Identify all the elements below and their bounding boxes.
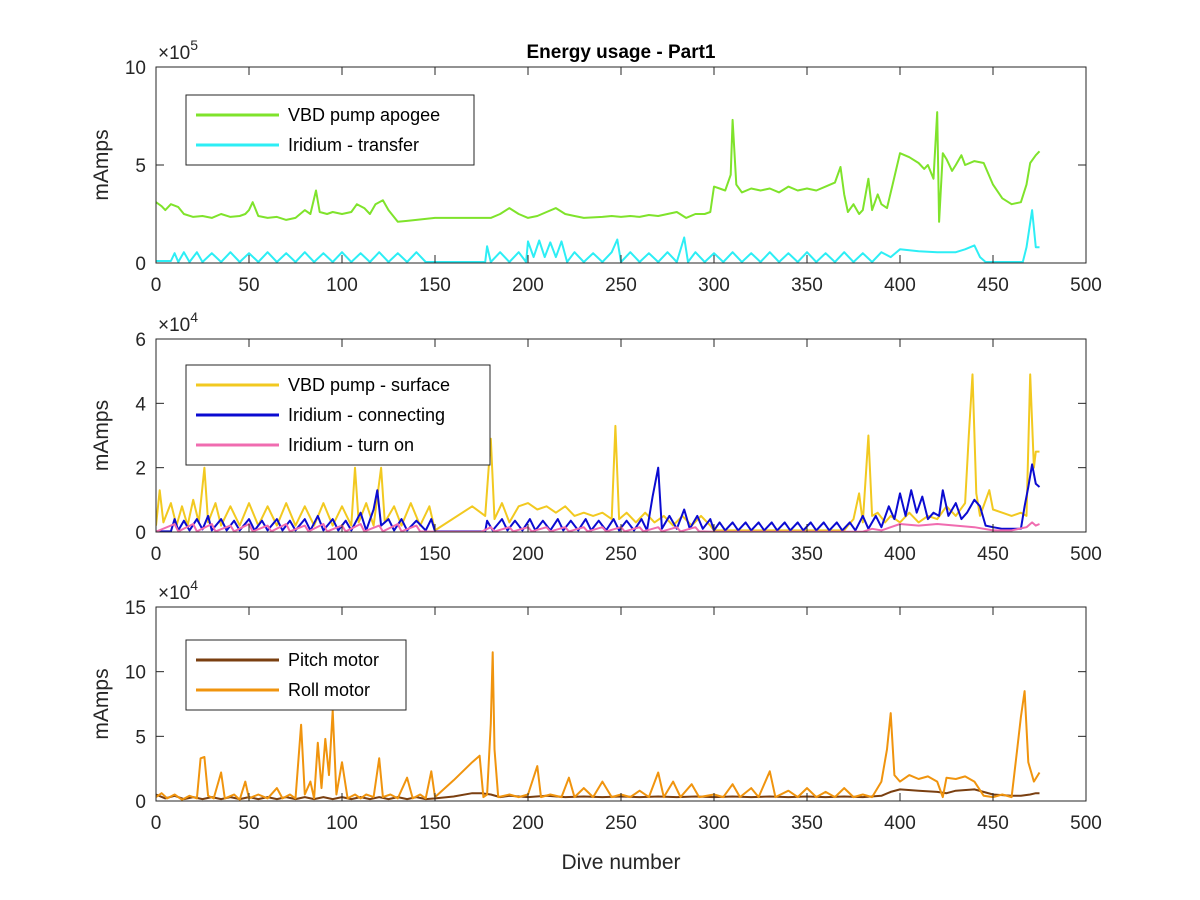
x-tick-label: 450 [977,813,1009,834]
x-tick-label: 100 [326,275,358,296]
legend-entry-label: Iridium - turn on [288,435,414,455]
legend-entry-label: VBD pump - surface [288,375,450,395]
x-tick-label: 150 [419,813,451,834]
x-tick-label: 0 [151,275,162,296]
legend-entry-label: Iridium - transfer [288,135,419,155]
x-tick-label: 350 [791,275,823,296]
series-line-roll-motor [156,651,1041,801]
x-tick-label: 50 [238,544,259,565]
x-tick-label: 250 [605,544,637,565]
x-tick-label: 250 [605,813,637,834]
y-tick-label: 15 [125,598,146,619]
legend-box [185,94,475,166]
y-tick-label: 10 [125,663,146,684]
x-tick-label: 300 [698,275,730,296]
y-axis-label: mAmps [90,400,113,471]
chart-panel-2: 0 50 100 150 200 250 300 350 400 450 500 0 2 4 6 ×104 mA… [90,309,1102,565]
x-tick-label: 500 [1070,544,1102,565]
legend-entry-label: Iridium - connecting [288,405,445,425]
x-tick-label: 250 [605,275,637,296]
x-tick-label: 150 [419,544,451,565]
x-tick-label: 0 [151,813,162,834]
x-tick-label: 500 [1070,813,1102,834]
series-line-pitch-motor [156,788,1040,801]
y-axis-label: mAmps [90,668,113,739]
chart-panel-1: 0 50 100 150 200 250 300 350 400 450 500 0 5 10 ×105 mA… [90,37,1102,296]
y-tick-label: 10 [125,58,146,79]
x-tick-label: 400 [884,813,916,834]
x-axis-label: Dive number [561,851,680,874]
series-line-iridium-turn-on [156,521,1040,532]
y-exponent-label: ×104 [158,309,198,336]
x-tick-label: 350 [791,813,823,834]
x-tick-label: 100 [326,544,358,565]
x-tick-label: 200 [512,813,544,834]
series-line-iridium-transfer [156,209,1040,263]
x-tick-label: 450 [977,275,1009,296]
panels: 0 50 100 150 200 250 300 350 400 450 5000510×105mA… [90,37,1102,874]
x-tick-label: 50 [238,275,259,296]
y-exponent-label: ×104 [158,577,198,604]
chart-panel-3: 0 50 100 150 200 250 300 350 400 450 500 0 5 10 15 ×104… [90,577,1102,874]
x-tick-label: 150 [419,275,451,296]
series-line-vbd-pump-apogee [156,111,1041,223]
legend: Pitch motor Roll motor [185,639,407,711]
x-tick-label: 50 [238,813,259,834]
y-axis-label: mAmps [90,129,113,200]
y-tick-label: 4 [135,394,146,415]
x-tick-label: 500 [1070,275,1102,296]
x-tick-label: 450 [977,544,1009,565]
x-tick-label: 400 [884,275,916,296]
series-line-iridium-connecting [156,463,1041,532]
chart-title: Energy usage - Part1 [526,42,715,63]
legend: VBD pump apogee Iridium - transfer [185,94,475,166]
legend-box [185,639,407,711]
y-tick-label: 5 [135,727,146,748]
y-tick-label: 0 [135,792,146,813]
x-tick-label: 0 [151,544,162,565]
x-tick-label: 300 [698,544,730,565]
y-exponent-label: ×105 [158,37,198,64]
y-tick-label: 2 [135,459,146,480]
x-tick-label: 200 [512,275,544,296]
y-tick-label: 5 [135,156,146,177]
x-tick-label: 100 [326,813,358,834]
y-tick-label: 0 [135,254,146,275]
y-tick-label: 6 [135,330,146,351]
legend-entry-label: Pitch motor [288,650,379,670]
legend-entry-label: VBD pump apogee [288,105,440,125]
y-tick-label: 0 [135,523,146,544]
x-tick-label: 400 [884,544,916,565]
x-tick-label: 300 [698,813,730,834]
legend-entry-label: Roll motor [288,680,370,700]
legend: VBD pump - surface Iridium - connecting Ir… [185,364,491,466]
x-tick-label: 350 [791,544,823,565]
x-tick-label: 200 [512,544,544,565]
